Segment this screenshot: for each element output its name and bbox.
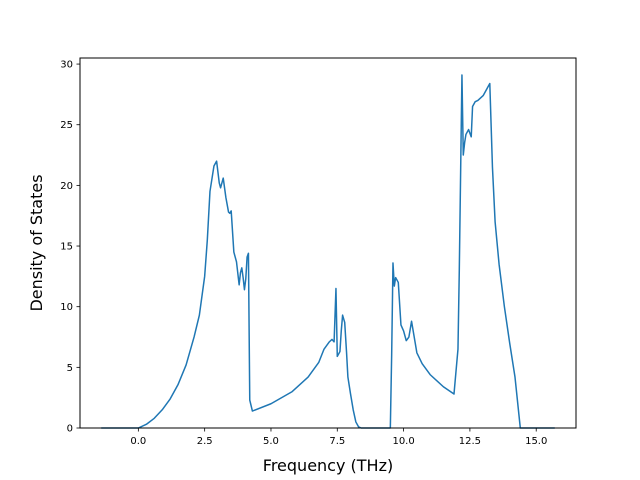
y-tick-label: 25 bbox=[60, 120, 73, 131]
x-tick-label: 15.0 bbox=[525, 436, 547, 447]
x-tick-label: 12.5 bbox=[459, 436, 481, 447]
y-axis-label: Density of States bbox=[27, 174, 46, 311]
plot-area bbox=[101, 74, 555, 429]
axes-frame bbox=[79, 57, 577, 429]
series-line-0 bbox=[101, 74, 555, 429]
y-tick-label: 0 bbox=[67, 424, 73, 435]
y-tick-label: 30 bbox=[60, 60, 73, 71]
y-axis-ticks: 0 5 10 15 20 25 30 bbox=[60, 60, 80, 435]
x-axis-ticks: 0.0 2.5 5.0 7.5 10.0 12.5 15.0 bbox=[130, 428, 547, 447]
y-tick-label: 5 bbox=[67, 363, 73, 374]
x-tick-label: 0.0 bbox=[130, 436, 146, 447]
y-tick-label: 20 bbox=[60, 181, 73, 192]
y-tick-label: 15 bbox=[60, 242, 73, 253]
x-tick-label: 5.0 bbox=[263, 436, 279, 447]
x-tick-label: 7.5 bbox=[329, 436, 345, 447]
y-tick-label: 10 bbox=[60, 302, 73, 313]
x-tick-label: 2.5 bbox=[197, 436, 213, 447]
x-axis-label: Frequency (THz) bbox=[263, 456, 393, 475]
x-tick-label: 10.0 bbox=[392, 436, 414, 447]
